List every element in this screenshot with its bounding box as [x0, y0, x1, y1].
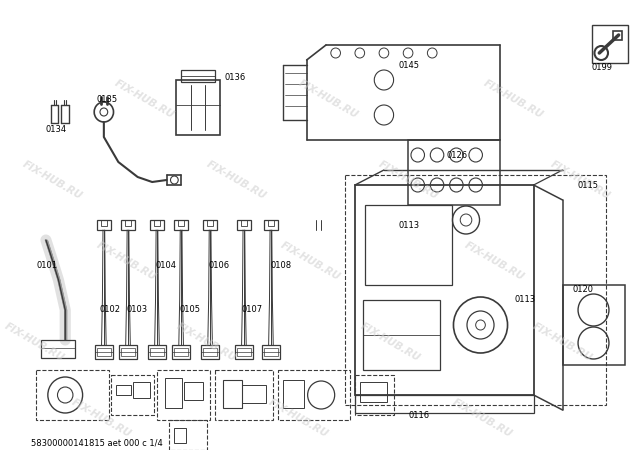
Bar [355, 375, 394, 415]
Bar [364, 205, 452, 285]
Bar [157, 370, 210, 420]
Text: FIX-HUB.RU: FIX-HUB.RU [451, 397, 514, 440]
Bar [41, 340, 75, 358]
Text: 0101: 0101 [36, 261, 57, 270]
Bar [223, 380, 242, 408]
Bar [165, 378, 182, 408]
Text: FIX-HUB.RU: FIX-HUB.RU [174, 321, 238, 363]
Text: 0115: 0115 [577, 180, 598, 189]
Bar [174, 428, 186, 443]
Bar [363, 300, 440, 370]
Bar [207, 220, 213, 226]
Bar [120, 345, 137, 359]
Bar [174, 220, 188, 230]
Text: 0120: 0120 [572, 285, 593, 294]
Bar [121, 348, 135, 356]
Bar [178, 220, 184, 226]
Bar [264, 220, 278, 230]
Bar [150, 220, 163, 230]
Text: FIX-HUB.RU: FIX-HUB.RU [266, 397, 330, 440]
Text: 0107: 0107 [242, 306, 263, 315]
Text: FIX-HUB.RU: FIX-HUB.RU [3, 321, 66, 363]
Bar [282, 380, 304, 408]
Bar [355, 185, 534, 395]
Text: FIX-HUB.RU: FIX-HUB.RU [297, 78, 361, 120]
Bar [111, 375, 154, 415]
Bar [181, 70, 215, 82]
Bar [204, 220, 217, 230]
Text: 0106: 0106 [208, 261, 230, 270]
Text: FIX-HUB.RU: FIX-HUB.RU [481, 78, 545, 120]
Bar [169, 420, 207, 450]
Bar [241, 220, 247, 226]
Text: 0104: 0104 [155, 261, 176, 270]
Text: FIX-HUB.RU: FIX-HUB.RU [205, 159, 268, 201]
Bar [613, 31, 623, 40]
Bar [345, 175, 606, 405]
Text: FIX-HUB.RU: FIX-HUB.RU [113, 78, 176, 120]
Text: 0113: 0113 [515, 296, 536, 305]
Bar [237, 348, 251, 356]
Text: 0134: 0134 [46, 126, 67, 135]
Bar [174, 348, 188, 356]
Text: 0136: 0136 [225, 73, 246, 82]
Bar [360, 382, 387, 402]
Bar [176, 80, 220, 135]
Text: FIX-HUB.RU: FIX-HUB.RU [21, 159, 84, 201]
Bar [184, 382, 204, 400]
Text: FIX-HUB.RU: FIX-HUB.RU [463, 240, 527, 282]
Text: 58300000141815 aet 000 c 1/4: 58300000141815 aet 000 c 1/4 [31, 438, 163, 447]
Text: 0116: 0116 [408, 410, 429, 419]
Bar [278, 370, 350, 420]
Bar [202, 345, 219, 359]
Bar [215, 370, 273, 420]
Bar [133, 382, 150, 398]
Text: 0145: 0145 [398, 60, 419, 69]
Text: FIX-HUB.RU: FIX-HUB.RU [530, 321, 594, 363]
Bar [264, 348, 278, 356]
Text: FIX-HUB.RU: FIX-HUB.RU [359, 321, 422, 363]
Bar [235, 345, 252, 359]
Bar [237, 220, 251, 230]
Bar [97, 348, 111, 356]
Text: 0113: 0113 [398, 220, 420, 230]
Bar [150, 348, 163, 356]
Bar [268, 220, 274, 226]
Text: 0105: 0105 [179, 306, 200, 315]
Bar [101, 220, 107, 226]
Bar [36, 370, 109, 420]
Bar [408, 140, 500, 205]
Text: FIX-HUB.RU: FIX-HUB.RU [549, 159, 612, 201]
Text: 0102: 0102 [99, 306, 120, 315]
Bar [563, 285, 625, 365]
Bar [591, 25, 628, 63]
Bar [204, 348, 217, 356]
Text: FIX-HUB.RU: FIX-HUB.RU [95, 240, 158, 282]
Bar [121, 220, 135, 230]
Bar [125, 220, 131, 226]
Bar [262, 345, 280, 359]
Bar [355, 395, 534, 413]
Text: 0126: 0126 [446, 150, 468, 159]
Text: FIX-HUB.RU: FIX-HUB.RU [70, 397, 133, 440]
Text: 0199: 0199 [591, 63, 612, 72]
Bar [116, 385, 131, 395]
Bar [148, 345, 165, 359]
Text: 0108: 0108 [271, 261, 292, 270]
Text: 0103: 0103 [126, 306, 147, 315]
Text: 0135: 0135 [96, 95, 117, 104]
Bar [95, 345, 113, 359]
Text: FIX-HUB.RU: FIX-HUB.RU [279, 240, 342, 282]
Bar [154, 220, 160, 226]
Bar [97, 220, 111, 230]
Text: FIX-HUB.RU: FIX-HUB.RU [377, 159, 440, 201]
Bar [242, 385, 266, 403]
Bar [172, 345, 190, 359]
